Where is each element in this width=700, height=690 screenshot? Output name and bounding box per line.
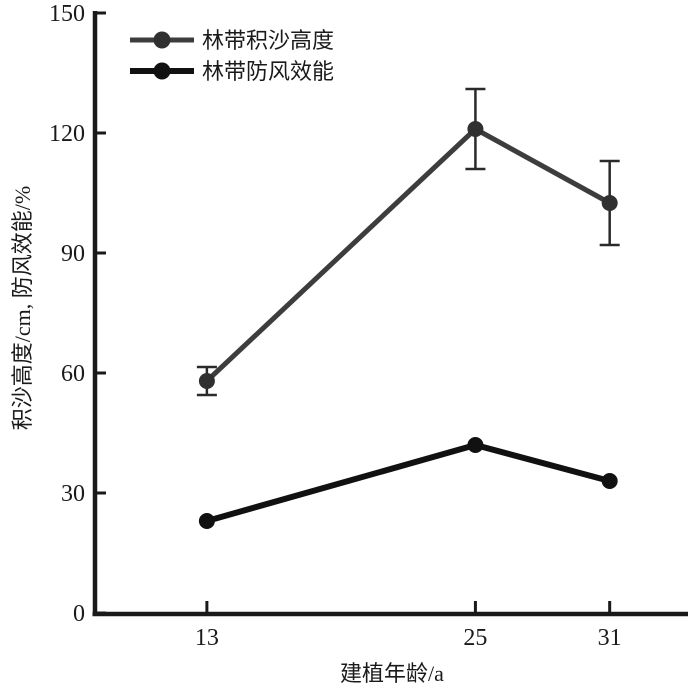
y-axis-title: 积沙高度/cm, 防风效能/%	[10, 186, 35, 430]
data-point-marker	[601, 473, 618, 489]
legend: 林带积沙高度 林带防风效能	[130, 28, 334, 84]
x-tick-label: 13	[195, 625, 219, 651]
y-tick-label: 30	[61, 481, 85, 507]
series-line-1	[206, 441, 611, 524]
data-point-marker	[601, 195, 618, 211]
x-tick-label: 25	[463, 625, 487, 651]
data-point-marker	[467, 437, 484, 453]
y-tick-label: 60	[61, 361, 85, 387]
y-tick-label: 120	[49, 121, 85, 147]
data-point-marker	[198, 513, 215, 529]
legend-label-series-1: 林带防风效能	[202, 59, 334, 84]
legend-marker-icon	[153, 31, 171, 49]
y-tick-label: 0	[73, 601, 85, 627]
legend-marker-icon	[153, 62, 171, 80]
legend-label-series-0: 林带积沙高度	[202, 28, 334, 53]
y-tick-label: 150	[49, 1, 85, 27]
data-point-marker	[198, 373, 215, 389]
x-tick-label: 31	[598, 625, 622, 651]
y-tick-label: 90	[61, 241, 85, 267]
x-axis-title: 建植年龄/a	[340, 661, 444, 686]
series-line-0	[205, 125, 611, 383]
plot-area: 0 30 60 90 120 150 13 25 31	[49, 1, 688, 651]
data-point-marker	[467, 121, 484, 137]
